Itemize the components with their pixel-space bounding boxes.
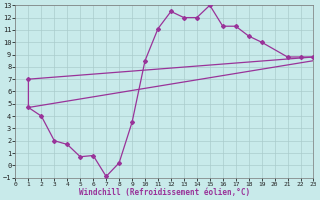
X-axis label: Windchill (Refroidissement éolien,°C): Windchill (Refroidissement éolien,°C)	[79, 188, 250, 197]
